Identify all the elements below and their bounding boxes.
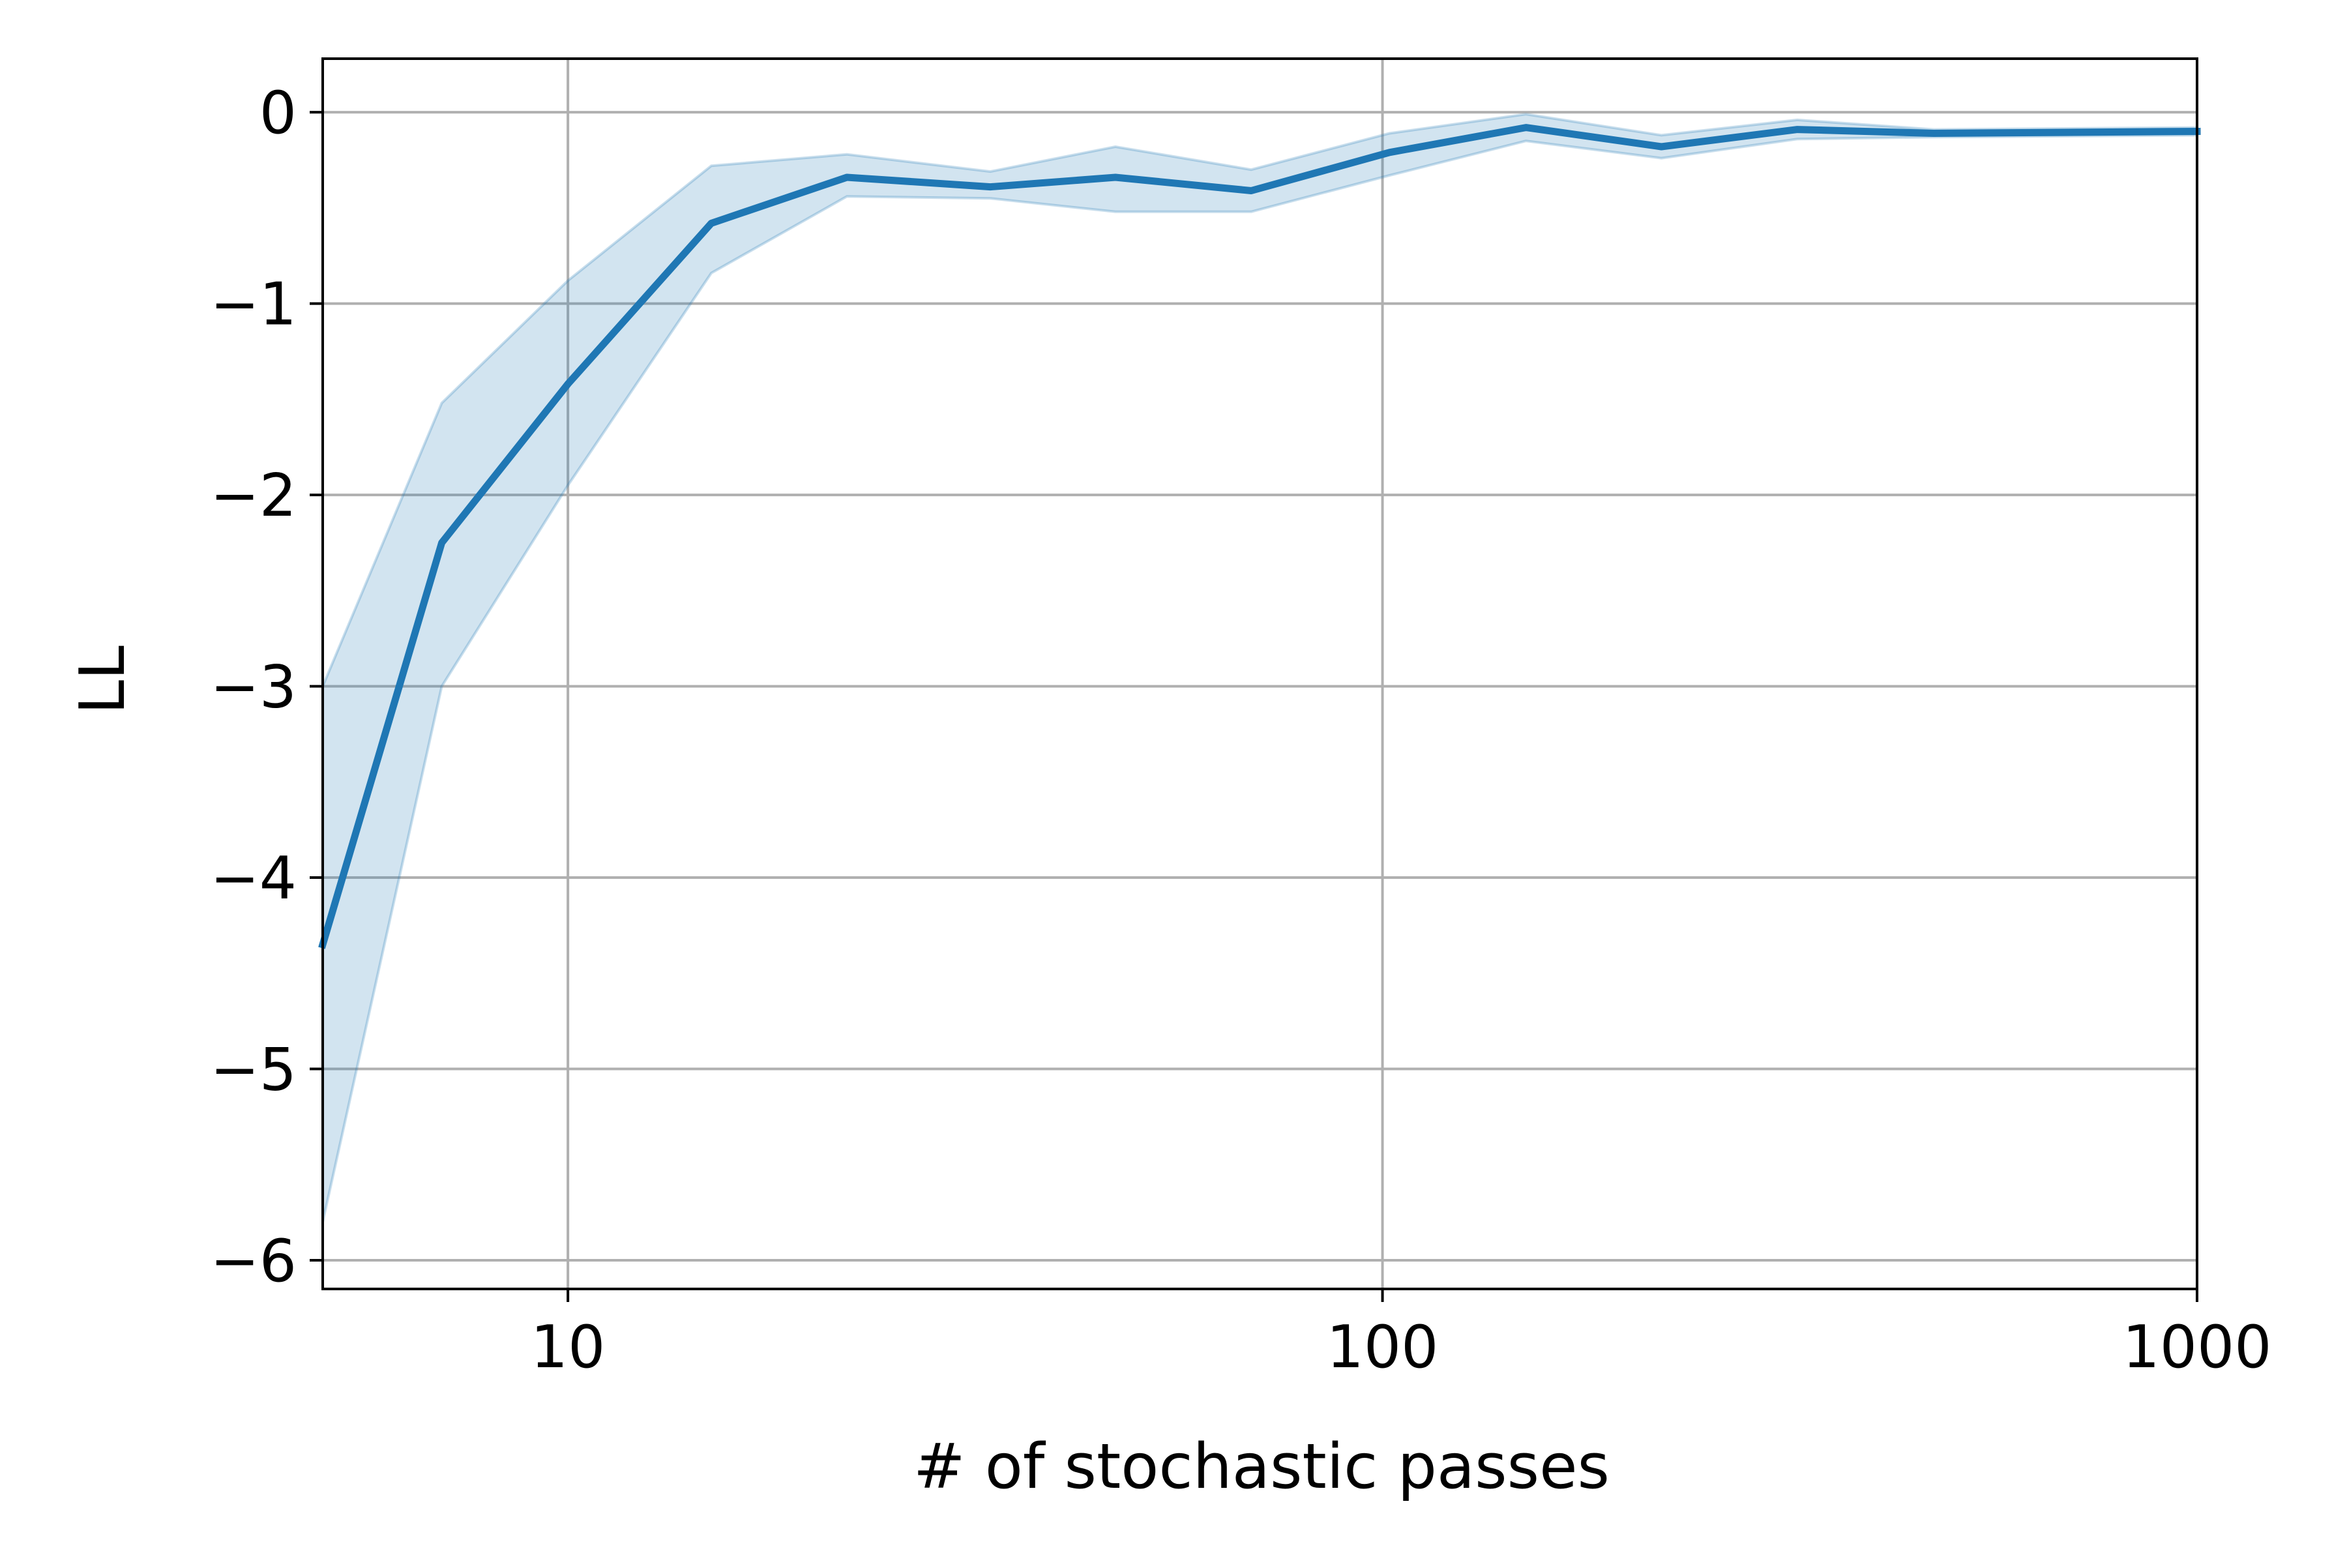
y-tick-label: −5 (210, 1036, 297, 1104)
y-tick-label: 0 (259, 79, 297, 147)
y-tick-label: −2 (210, 462, 297, 530)
y-tick-label: −6 (210, 1227, 297, 1295)
x-tick-label: 1000 (2122, 1313, 2271, 1382)
plot-frame (321, 57, 2198, 1290)
tick-marks-and-labels: 10 100 1000 0 −1 −2 −3 −4 −5 −6 (210, 79, 2271, 1382)
y-tick-label: −1 (210, 271, 297, 339)
x-axis-label: # of stochastic passes (913, 1431, 1610, 1503)
series-line-layer (318, 124, 2201, 949)
y-tick-label: −3 (210, 653, 297, 722)
y-axis-label: LL (67, 645, 139, 715)
x-tick-label: 10 (531, 1313, 606, 1382)
x-tick-label: 100 (1327, 1313, 1439, 1382)
y-tick-label: −4 (210, 844, 297, 913)
series-line (318, 124, 2201, 949)
axes-frame (321, 57, 2198, 1290)
